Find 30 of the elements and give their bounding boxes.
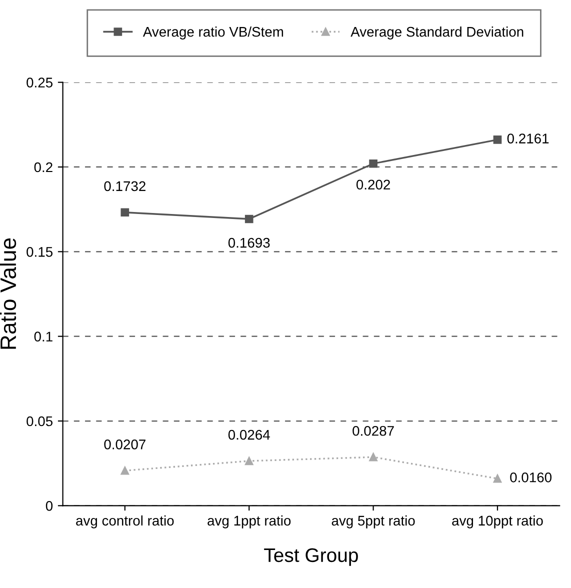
x-axis-title: Test Group bbox=[264, 548, 358, 566]
point bbox=[244, 214, 254, 224]
data-label: 0.1732 bbox=[104, 181, 146, 192]
y-tick-label: 0.15 bbox=[26, 247, 53, 257]
x-tick-label: avg control ratio bbox=[76, 515, 174, 528]
legend-label: Average ratio VB/Stem bbox=[142, 26, 284, 40]
y-tick-label: 0.25 bbox=[26, 78, 53, 88]
y-tick-label: 0.05 bbox=[26, 416, 53, 426]
data-label: 0.202 bbox=[356, 180, 390, 190]
y-tick-label: 0.2 bbox=[34, 162, 52, 172]
data-label: 0.2161 bbox=[507, 134, 549, 144]
y-tick-label: 0 bbox=[46, 501, 53, 511]
point bbox=[120, 208, 130, 217]
data-label: 0.0160 bbox=[510, 472, 552, 482]
x-tick-label: avg 10ppt ratio bbox=[452, 515, 543, 528]
point bbox=[369, 159, 378, 168]
point bbox=[244, 456, 254, 466]
point bbox=[120, 466, 130, 475]
data-label: 0.0264 bbox=[228, 430, 270, 440]
data-label: 0.1693 bbox=[228, 238, 270, 248]
point bbox=[369, 452, 378, 462]
y-tick-label: 0.1 bbox=[34, 332, 52, 342]
point bbox=[493, 136, 502, 144]
x-tick-label: avg 1ppt ratio bbox=[208, 515, 291, 528]
point bbox=[493, 474, 502, 483]
data-label: 0.0207 bbox=[104, 440, 146, 450]
x-tick-label: avg 5ppt ratio bbox=[332, 515, 415, 528]
legend-label: Average Standard Deviation bbox=[350, 26, 524, 40]
data-label: 0.0287 bbox=[352, 426, 394, 436]
y-axis-title: Ratio Value bbox=[0, 238, 16, 349]
